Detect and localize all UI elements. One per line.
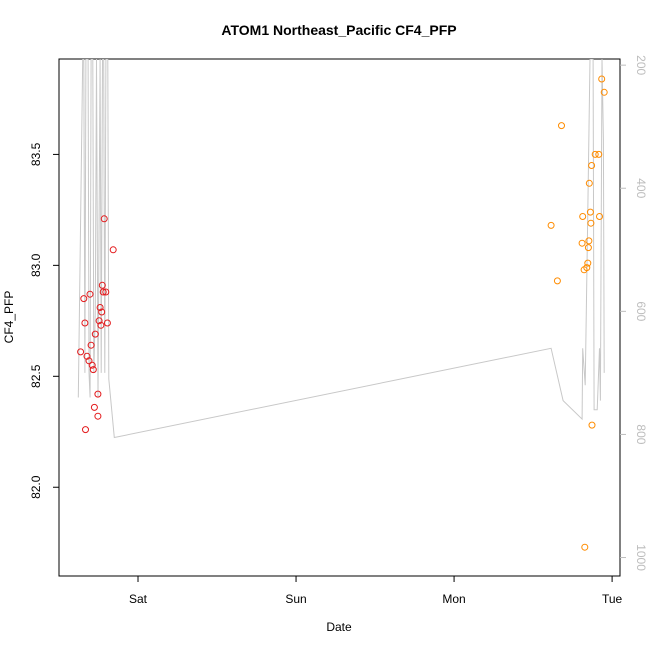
data-point	[596, 213, 603, 220]
altitude-series-line	[77, 59, 605, 439]
data-point	[82, 426, 89, 434]
y-tick-label: 82.0	[29, 475, 43, 499]
y2-tick-label: 1000	[634, 544, 648, 571]
data-point	[86, 290, 94, 298]
data-point	[77, 348, 85, 356]
x-tick-label: Tue	[602, 592, 623, 606]
data-points	[77, 75, 608, 551]
data-point	[91, 330, 99, 338]
data-point	[94, 412, 102, 420]
data-point	[587, 219, 595, 227]
data-point	[591, 150, 599, 158]
y-axis: 82.0 82.5 83.0 83.5	[29, 142, 59, 499]
data-point	[585, 179, 593, 187]
data-point	[595, 150, 603, 158]
data-point	[96, 304, 104, 311]
y-tick-label: 82.5	[29, 364, 43, 388]
x-tick-label: Mon	[442, 592, 465, 606]
data-point	[600, 88, 608, 96]
data-point	[102, 288, 110, 296]
data-point	[83, 352, 91, 360]
y2-axis: 200 400 600 800 1000	[620, 55, 648, 571]
data-point	[578, 239, 586, 247]
data-point	[588, 421, 596, 429]
data-point	[81, 319, 89, 327]
data-point	[598, 75, 606, 83]
x-axis: Sat Sun Mon Tue	[129, 576, 623, 606]
data-point	[89, 366, 97, 374]
y-tick-label: 83.0	[29, 253, 43, 277]
y2-tick-label: 400	[634, 178, 648, 198]
y2-tick-label: 600	[634, 301, 648, 321]
plot-frame	[58, 58, 621, 577]
data-point	[90, 403, 98, 411]
y-tick-label: 83.5	[29, 142, 43, 166]
data-point	[581, 543, 589, 551]
data-point	[97, 321, 105, 329]
data-point	[579, 213, 587, 220]
data-point	[95, 317, 103, 325]
data-point	[584, 259, 592, 267]
data-point	[584, 244, 592, 252]
data-point	[586, 208, 594, 216]
data-point	[88, 361, 96, 369]
data-point	[99, 288, 107, 296]
data-point	[94, 390, 102, 398]
data-point	[87, 341, 95, 349]
data-point	[98, 281, 106, 289]
data-point	[583, 264, 591, 272]
y2-tick-label: 200	[634, 55, 648, 75]
data-point	[103, 319, 111, 327]
data-point	[585, 237, 593, 245]
y-axis-label: CF4_PFP	[2, 291, 16, 344]
data-point	[98, 308, 106, 316]
chart-title: ATOM1 Northeast_Pacific CF4_PFP	[221, 22, 456, 38]
data-point	[80, 295, 88, 303]
data-point	[109, 246, 117, 254]
data-point	[100, 215, 108, 223]
x-axis-label: Date	[326, 620, 352, 634]
x-tick-label: Sat	[129, 592, 148, 606]
altitude-line	[77, 59, 605, 439]
data-point	[547, 221, 555, 229]
x-tick-label: Sun	[285, 592, 306, 606]
y2-tick-label: 800	[634, 424, 648, 444]
data-point	[588, 162, 596, 169]
data-point	[558, 122, 565, 130]
data-point	[553, 277, 561, 285]
